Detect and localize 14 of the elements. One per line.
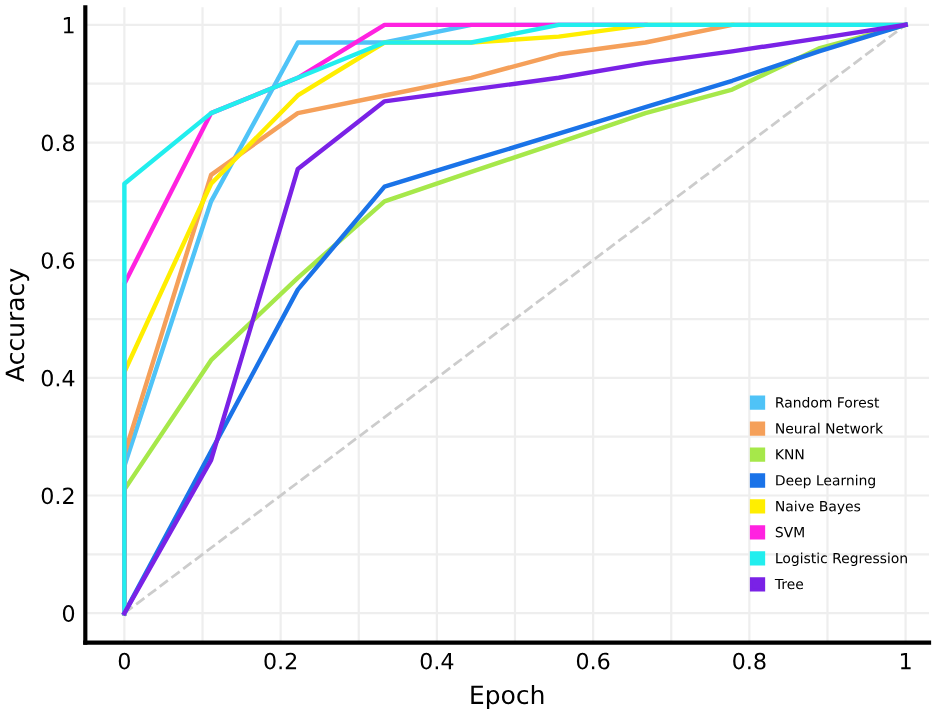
y-tick-label: 0.8 [41,134,75,152]
y-tick-label: 0.4 [41,369,75,387]
x-tick-label: 0.8 [733,652,766,670]
y-tick-label: 0 [62,605,75,622]
x-tick-label: 1 [900,652,911,670]
y-axis-title: Accuracy [5,268,30,382]
y-tick-label: 0.6 [41,252,75,269]
y-tick-label: 1 [63,17,74,34]
x-tick-label: 0.2 [264,652,297,670]
x-tick-label: 0.4 [420,652,454,670]
x-tick-label: 0 [118,652,130,670]
x-axis-title: Epoch [471,684,544,710]
y-tick-label: 0.2 [41,487,74,505]
x-tick-label: 0.6 [576,652,610,670]
